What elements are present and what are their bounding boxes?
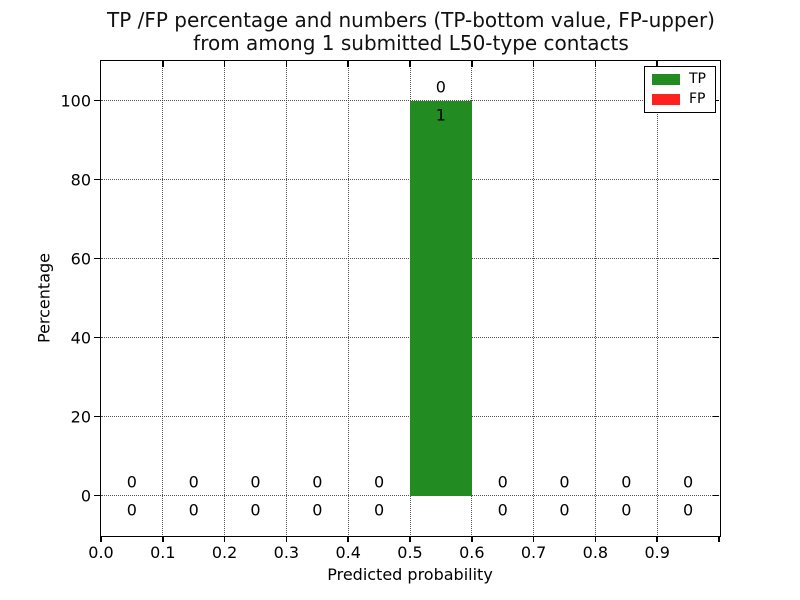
tp-count-label: 1 [435, 105, 446, 124]
x-tick-label: 0.6 [459, 543, 485, 562]
x-tick-label: 0.9 [644, 543, 670, 562]
y-tick-right [713, 494, 719, 497]
x-tick-label: 0.0 [88, 543, 114, 562]
fp-count-label: 0 [250, 472, 261, 491]
y-tick-label: 40 [70, 328, 91, 347]
legend: TP FP [644, 66, 716, 113]
y-tick-label: 20 [70, 407, 91, 426]
fp-count-label: 0 [188, 472, 199, 491]
y-tick-label: 100 [60, 91, 91, 110]
tp-count-label: 0 [374, 500, 385, 519]
tp-count-label: 0 [559, 500, 570, 519]
fp-count-label: 0 [683, 472, 694, 491]
fp-count-label: 0 [374, 472, 385, 491]
y-axis-label: Percentage [34, 252, 54, 344]
x-gridline [162, 61, 164, 535]
x-tick-top [409, 61, 411, 67]
x-tick-top [285, 61, 288, 67]
tp-count-label: 0 [683, 500, 694, 519]
x-tick-bottom [718, 536, 720, 542]
fp-count-label: 0 [621, 472, 632, 491]
y-tick-left [94, 494, 100, 497]
x-tick-bottom [409, 536, 411, 542]
x-tick-label: 0.7 [520, 543, 547, 562]
x-tick-bottom [594, 536, 597, 542]
x-tick-top [347, 61, 349, 67]
x-tick-top [223, 61, 226, 67]
fp-count-label: 0 [312, 472, 323, 491]
y-tick-label: 60 [70, 249, 91, 268]
tp-bar [410, 100, 472, 496]
fp-count-label: 0 [497, 472, 508, 491]
x-tick-label: 0.2 [211, 543, 238, 562]
x-gridline [471, 61, 473, 535]
x-gridline [285, 61, 287, 535]
x-gridline [224, 61, 226, 535]
y-tick-right [713, 415, 719, 418]
x-tick-label: 0.1 [150, 543, 176, 562]
legend-entry-tp: TP [652, 72, 706, 87]
y-tick-right [713, 257, 719, 260]
tp-count-label: 0 [188, 500, 199, 519]
plot-area: Percentage Predicted probability TP FP 0… [35, 60, 721, 584]
y-tick-right [713, 99, 719, 102]
x-tick-top [532, 61, 535, 67]
legend-label-tp: TP [689, 71, 706, 87]
x-tick-bottom [285, 536, 288, 542]
x-tick-label: 0.5 [397, 543, 423, 562]
y-tick-left [94, 99, 100, 102]
legend-entry-fp: FP [652, 92, 706, 107]
tp-count-label: 0 [126, 500, 137, 519]
tp-count-label: 0 [312, 500, 323, 519]
fp-count-label: 0 [126, 472, 137, 491]
x-tick-label: 0.4 [335, 543, 361, 562]
x-tick-label: 0.3 [273, 543, 300, 562]
x-tick-bottom [532, 536, 535, 542]
x-tick-bottom [347, 536, 349, 542]
x-axis-label: Predicted probability [327, 565, 493, 584]
chart-title: TP /FP percentage and numbers (TP-bottom… [100, 9, 722, 55]
legend-swatch-tp-icon [652, 74, 680, 85]
chart-title-line1: TP /FP percentage and numbers (TP-bottom… [107, 8, 715, 32]
x-gridline [347, 61, 349, 535]
x-tick-bottom [656, 536, 658, 542]
y-tick-label: 0 [80, 486, 91, 505]
y-tick-right [713, 336, 719, 339]
x-gridline [594, 61, 596, 535]
fp-count-label: 0 [559, 472, 570, 491]
x-tick-top [162, 61, 164, 67]
x-gridline [656, 61, 658, 535]
y-tick-left [94, 178, 100, 181]
x-tick-label: 0.8 [582, 543, 609, 562]
tp-count-label: 0 [250, 500, 261, 519]
x-tick-top [656, 61, 658, 67]
x-tick-bottom [100, 536, 102, 542]
y-tick-left [94, 336, 100, 339]
x-tick-bottom [223, 536, 226, 542]
fp-count-label: 0 [435, 77, 446, 96]
x-tick-bottom [471, 536, 473, 542]
legend-swatch-fp-icon [652, 94, 680, 105]
x-tick-top [471, 61, 473, 67]
x-gridline [533, 61, 535, 535]
tp-count-label: 0 [621, 500, 632, 519]
chart-title-line2: from among 1 submitted L50-type contacts [193, 31, 629, 55]
x-tick-bottom [162, 536, 164, 542]
legend-label-fp: FP [689, 91, 706, 107]
x-tick-top [594, 61, 597, 67]
y-tick-label: 80 [70, 170, 91, 189]
y-tick-left [94, 257, 100, 260]
tp-count-label: 0 [497, 500, 508, 519]
y-tick-right [713, 178, 719, 181]
y-tick-left [94, 415, 100, 418]
